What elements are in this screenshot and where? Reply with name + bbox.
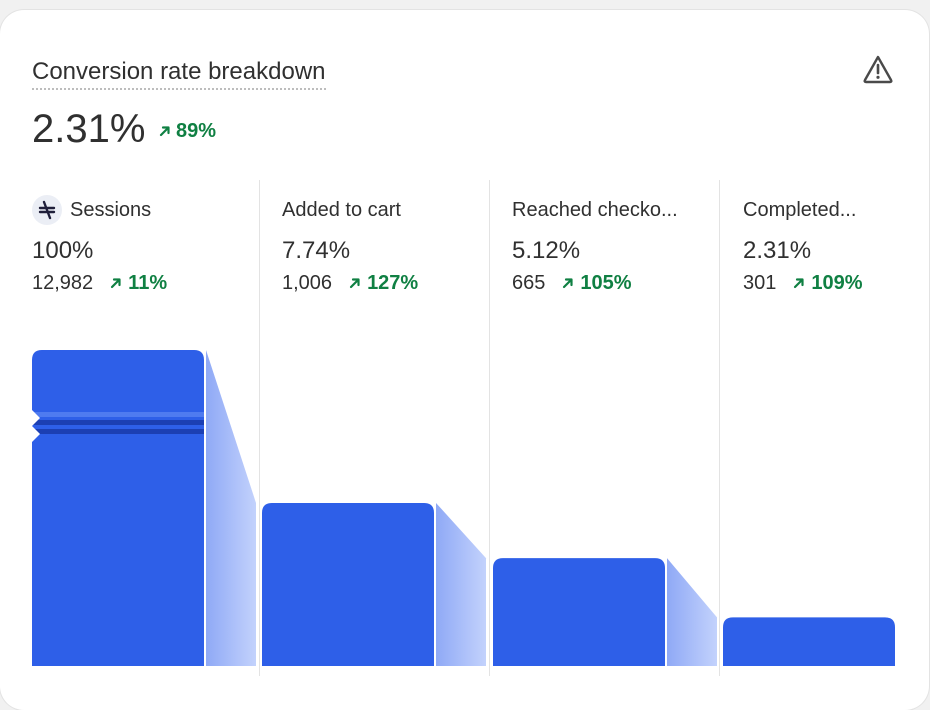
stage-count: 1,006 (282, 272, 333, 294)
axis-break-band (32, 420, 204, 425)
funnel-connector (206, 350, 256, 666)
arrow-up-right-icon (159, 126, 170, 137)
stage-label: Completed... (743, 199, 857, 221)
funnel-bar (262, 502, 434, 666)
headline-value: 2.31% (32, 107, 146, 151)
conversion-rate-card: Conversion rate breakdown 2.31% 89% Sess… (0, 10, 929, 710)
column-divider (719, 180, 720, 676)
funnel-bar (32, 350, 204, 666)
stage-label: Reached checko... (512, 199, 678, 221)
stage-change: 127% (348, 270, 418, 296)
stage-count: 665 (512, 272, 546, 294)
stage-count: 12,982 (32, 272, 94, 294)
funnel-chart (32, 350, 895, 666)
stage-sessions: Sessions 100% 12,982 11% (32, 194, 232, 296)
arrow-up-right-icon (563, 278, 573, 289)
stage-label: Sessions (70, 199, 152, 221)
stage-label: Added to cart (282, 199, 401, 221)
stage-percent: 100% (32, 237, 94, 264)
arrow-up-right-icon (111, 278, 121, 289)
stage-change: 109% (792, 270, 863, 296)
stage-percent: 5.12% (512, 237, 581, 264)
axis-break-band (32, 429, 204, 434)
warning-triangle-icon[interactable] (862, 54, 894, 84)
stage-change: 105% (561, 270, 632, 296)
headline-change-value: 89% (176, 120, 217, 142)
stage-change: 11% (109, 270, 167, 296)
axis-break-band (32, 412, 204, 417)
stage-reached-checkout: Reached checko... 5.12% 665 105% (512, 194, 712, 296)
axis-break-notch (32, 410, 40, 442)
stage-percent: 2.31% (743, 237, 812, 264)
stage-count: 301 (743, 272, 777, 294)
arrow-up-right-icon (794, 278, 804, 289)
stage-added-to-cart: Added to cart 7.74% 1,006 127% (282, 194, 482, 296)
headline-change: 89% (158, 119, 216, 143)
funnel-connector (667, 558, 717, 666)
funnel-connector (436, 502, 486, 666)
axis-break-icon (32, 195, 62, 225)
arrow-up-right-icon (349, 278, 360, 289)
column-divider (489, 180, 490, 676)
card-title[interactable]: Conversion rate breakdown (32, 58, 326, 90)
stage-percent: 7.74% (282, 237, 351, 264)
funnel-bar (723, 617, 895, 666)
funnel-bar (493, 558, 665, 666)
stage-completed: Completed... 2.31% 301 109% (743, 194, 930, 296)
column-divider (259, 180, 260, 676)
